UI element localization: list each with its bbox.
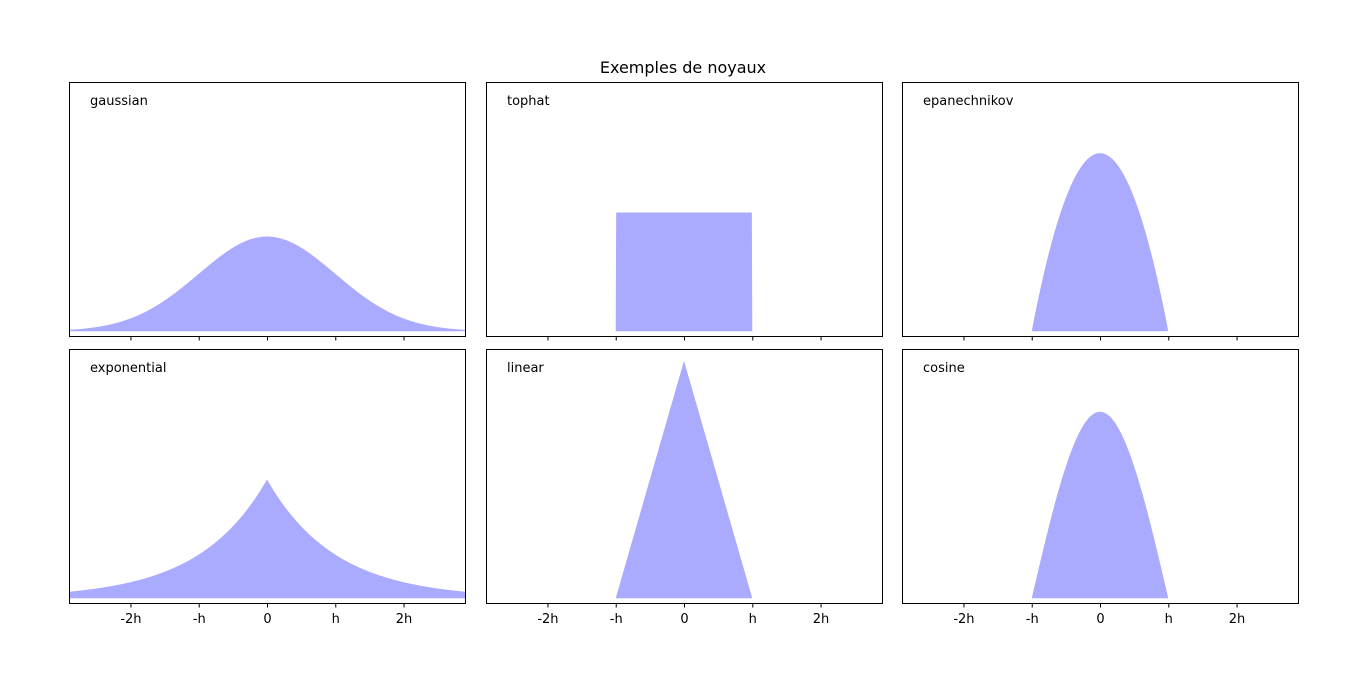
x-tick-label: h bbox=[332, 612, 340, 627]
kernel-panel-exponential: exponential -2h -h 0 h 2h bbox=[69, 349, 466, 627]
x-tick-label: 2h bbox=[1229, 612, 1246, 627]
x-tick-label: 2h bbox=[396, 612, 413, 627]
x-tick-label: -h bbox=[193, 612, 206, 627]
x-tick-label: 0 bbox=[680, 612, 688, 627]
kernel-label: gaussian bbox=[90, 94, 148, 109]
x-tick-label: -2h bbox=[953, 612, 974, 627]
kernel-panel-linear: linear -2h -h 0 h 2h bbox=[486, 349, 883, 627]
x-tick-label: 0 bbox=[263, 612, 271, 627]
kernel-panel-epanechnikov: epanechnikov bbox=[902, 82, 1299, 341]
x-tick-label: -2h bbox=[120, 612, 141, 627]
kernel-label: exponential bbox=[90, 361, 166, 376]
kernel-panel-cosine: cosine -2h -h 0 h 2h bbox=[902, 349, 1299, 627]
x-tick-label: -h bbox=[610, 612, 623, 627]
x-tick-label: h bbox=[1165, 612, 1173, 627]
kernel-label: linear bbox=[507, 361, 544, 376]
x-tick-label: h bbox=[749, 612, 757, 627]
kernel-area-cosine bbox=[902, 411, 1298, 599]
x-tick-label: 0 bbox=[1096, 612, 1104, 627]
kernel-area-epanechnikov bbox=[902, 153, 1298, 332]
figure-title: Exemples de noyaux bbox=[600, 58, 766, 77]
kernel-panel-gaussian: gaussian bbox=[69, 82, 466, 341]
kernel-area-exponential bbox=[69, 479, 465, 599]
x-tick-label: -h bbox=[1026, 612, 1039, 627]
x-tick-label: 2h bbox=[813, 612, 830, 627]
kernel-area-tophat bbox=[486, 212, 882, 332]
kernel-label: epanechnikov bbox=[923, 94, 1014, 109]
kernel-area-gaussian bbox=[69, 236, 465, 332]
x-tick-label: -2h bbox=[537, 612, 558, 627]
kernel-area-linear bbox=[486, 360, 882, 599]
kernel-label: cosine bbox=[923, 361, 965, 376]
kernel-panel-tophat: tophat bbox=[486, 82, 883, 341]
kernel-label: tophat bbox=[507, 94, 550, 109]
